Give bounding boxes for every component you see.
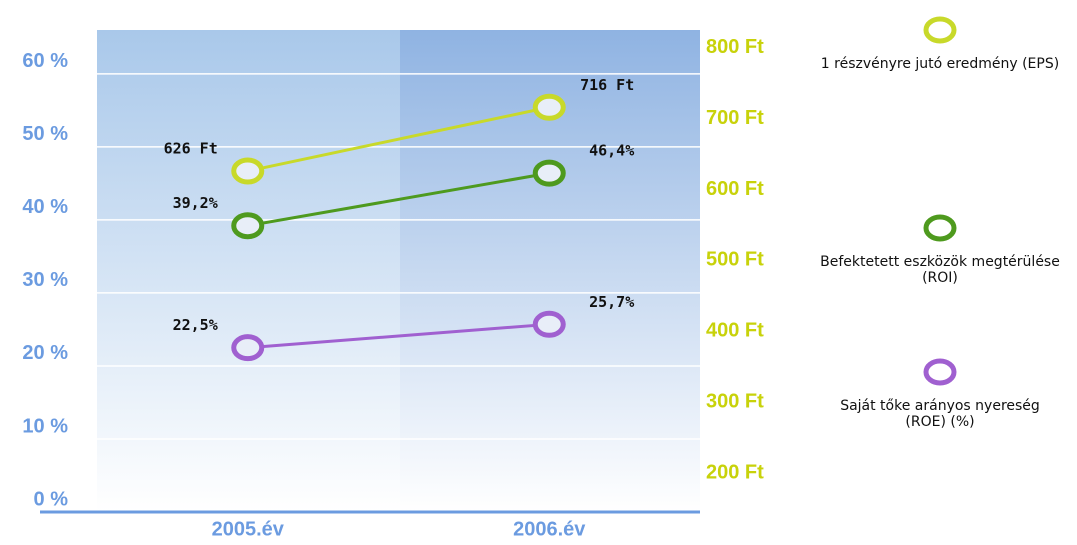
legend-marker [923,214,957,242]
data-label: 46,4% [589,142,634,160]
y-tick-label: 0 % [34,488,69,510]
x-tick-label: 2006.év [513,518,586,540]
series-line [247,322,550,350]
marker [231,212,265,240]
y2-tick-label: 500 Ft [706,249,764,271]
y2-tick-label: 400 Ft [706,320,764,342]
marker [532,310,566,338]
legend-label: Befektetett eszközök megtérülése (ROI) [820,254,1060,286]
y-tick-label: 30 % [22,269,68,291]
data-label: 626 Ft [164,140,218,158]
marker [532,159,566,187]
y-tick-label: 40 % [22,196,68,218]
y-tick-label: 50 % [22,123,68,145]
x-tick-label: 2005.év [212,518,285,540]
data-label: 25,7% [589,293,634,311]
y2-tick-label: 800 Ft [706,36,764,58]
data-label: 22,5% [173,316,218,334]
y-tick-label: 10 % [22,415,68,437]
series-line [247,171,550,228]
y2-tick-label: 700 Ft [706,107,764,129]
marker [231,334,265,362]
y2-tick-label: 600 Ft [706,178,764,200]
marker [231,157,265,185]
legend-marker [923,358,957,386]
data-label: 716 Ft [580,76,634,94]
data-label: 39,2% [173,194,218,212]
y2-tick-label: 300 Ft [706,390,764,412]
y-tick-label: 60 % [22,50,68,72]
legend-label: Saját tőke arányos nyereség (ROE) (%) [840,398,1040,430]
y-tick-label: 20 % [22,342,68,364]
plot-band [97,30,400,512]
series-line [247,105,550,173]
y2-tick-label: 200 Ft [706,461,764,483]
legend-marker [923,16,957,44]
marker [532,93,566,121]
legend-label: 1 részvényre jutó eredmény (EPS) [820,56,1060,72]
